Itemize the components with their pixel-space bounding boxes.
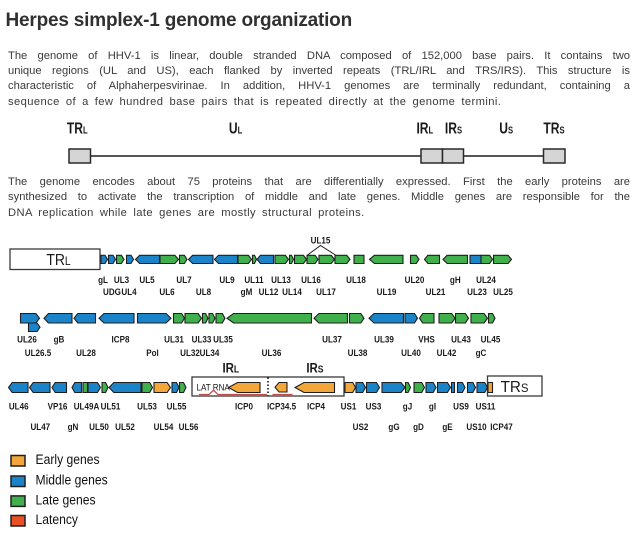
svg-text:UL18: UL18 [346,274,366,285]
svg-text:UL49A: UL49A [74,401,100,412]
svg-text:UL7: UL7 [176,274,191,285]
svg-text:UL47: UL47 [30,421,50,432]
svg-text:Late genes: Late genes [36,492,97,508]
svg-text:ICP47: ICP47 [490,421,512,432]
svg-text:UL33: UL33 [192,334,212,345]
svg-text:gH: gH [450,274,461,285]
svg-text:UL36: UL36 [262,347,282,358]
svg-text:UL26.5: UL26.5 [25,347,51,358]
svg-text:IRL: IRL [222,361,239,376]
svg-text:TRS: TRS [501,379,529,396]
svg-text:UL50: UL50 [89,421,109,432]
svg-text:gJ: gJ [403,401,412,412]
svg-text:UL16: UL16 [301,274,321,285]
svg-text:gB: gB [54,334,65,345]
svg-text:UL17: UL17 [316,286,336,297]
svg-text:gN: gN [68,421,79,432]
svg-text:UL20: UL20 [405,274,425,285]
svg-text:UL46: UL46 [9,401,29,412]
svg-text:UL21: UL21 [426,286,446,297]
svg-text:UL51: UL51 [101,401,121,412]
svg-text:IRS: IRS [306,361,323,376]
svg-text:UL11: UL11 [244,274,263,285]
svg-text:UL13: UL13 [271,274,291,285]
svg-text:ICP4: ICP4 [307,401,325,412]
svg-text:UL43: UL43 [451,334,471,345]
svg-text:gE: gE [442,421,452,432]
svg-text:UL14: UL14 [282,286,302,297]
svg-text:UL9: UL9 [219,274,234,285]
svg-text:UL3: UL3 [114,274,129,285]
svg-text:US2: US2 [353,421,369,432]
svg-text:Early genes: Early genes [36,451,101,467]
svg-text:ICP0: ICP0 [235,401,253,412]
svg-text:UL38: UL38 [348,347,368,358]
svg-text:US10: US10 [466,421,486,432]
svg-text:UL56: UL56 [179,421,199,432]
svg-text:IRL: IRL [416,119,433,137]
svg-text:gI: gI [429,401,436,412]
svg-text:UL31: UL31 [164,334,184,345]
svg-text:UL19: UL19 [377,286,397,297]
svg-text:Latency: Latency [36,511,79,527]
svg-text:UL34: UL34 [200,347,220,358]
svg-text:ICP8: ICP8 [112,334,130,345]
svg-text:TRS: TRS [543,119,564,137]
svg-text:Pol: Pol [146,347,159,358]
svg-text:US3: US3 [366,401,382,412]
svg-text:UL5: UL5 [139,274,154,285]
svg-text:LAT RNA: LAT RNA [197,382,230,393]
svg-text:VP16: VP16 [48,401,68,412]
svg-text:UL42: UL42 [437,347,457,358]
svg-text:UL28: UL28 [76,347,96,358]
svg-text:UL53: UL53 [137,401,157,412]
svg-text:UL4: UL4 [121,286,136,297]
svg-text:UL: UL [229,119,243,137]
svg-text:Middle genes: Middle genes [36,472,109,488]
svg-text:TRL: TRL [46,253,70,270]
svg-text:UDG: UDG [103,286,121,297]
svg-text:IRS: IRS [445,119,462,137]
svg-text:UL8: UL8 [196,286,211,297]
svg-text:gM: gM [241,286,253,297]
svg-text:UL23: UL23 [467,286,487,297]
svg-text:US1: US1 [341,401,357,412]
svg-text:UL54: UL54 [154,421,174,432]
svg-text:gC: gC [476,347,487,358]
svg-text:UL39: UL39 [374,334,394,345]
svg-text:UL45: UL45 [481,334,501,345]
svg-text:UL52: UL52 [115,421,135,432]
svg-text:gL: gL [98,274,108,285]
svg-text:TRL: TRL [67,119,88,137]
svg-text:US: US [499,119,513,137]
svg-text:UL40: UL40 [401,347,421,358]
svg-text:gG: gG [388,421,399,432]
svg-text:gD: gD [413,421,424,432]
svg-text:UL37: UL37 [322,334,342,345]
svg-text:VHS: VHS [418,334,435,345]
svg-text:UL6: UL6 [159,286,174,297]
svg-text:UL55: UL55 [167,401,187,412]
svg-text:UL12: UL12 [259,286,279,297]
svg-text:UL15: UL15 [311,235,331,246]
svg-text:UL35: UL35 [213,334,233,345]
svg-text:UL24: UL24 [476,274,496,285]
svg-text:US9: US9 [453,401,469,412]
svg-text:UL32: UL32 [180,347,200,358]
svg-text:ICP34.5: ICP34.5 [267,401,296,412]
svg-text:US11: US11 [476,401,496,412]
svg-text:UL25: UL25 [493,286,513,297]
svg-text:UL26: UL26 [17,334,37,345]
